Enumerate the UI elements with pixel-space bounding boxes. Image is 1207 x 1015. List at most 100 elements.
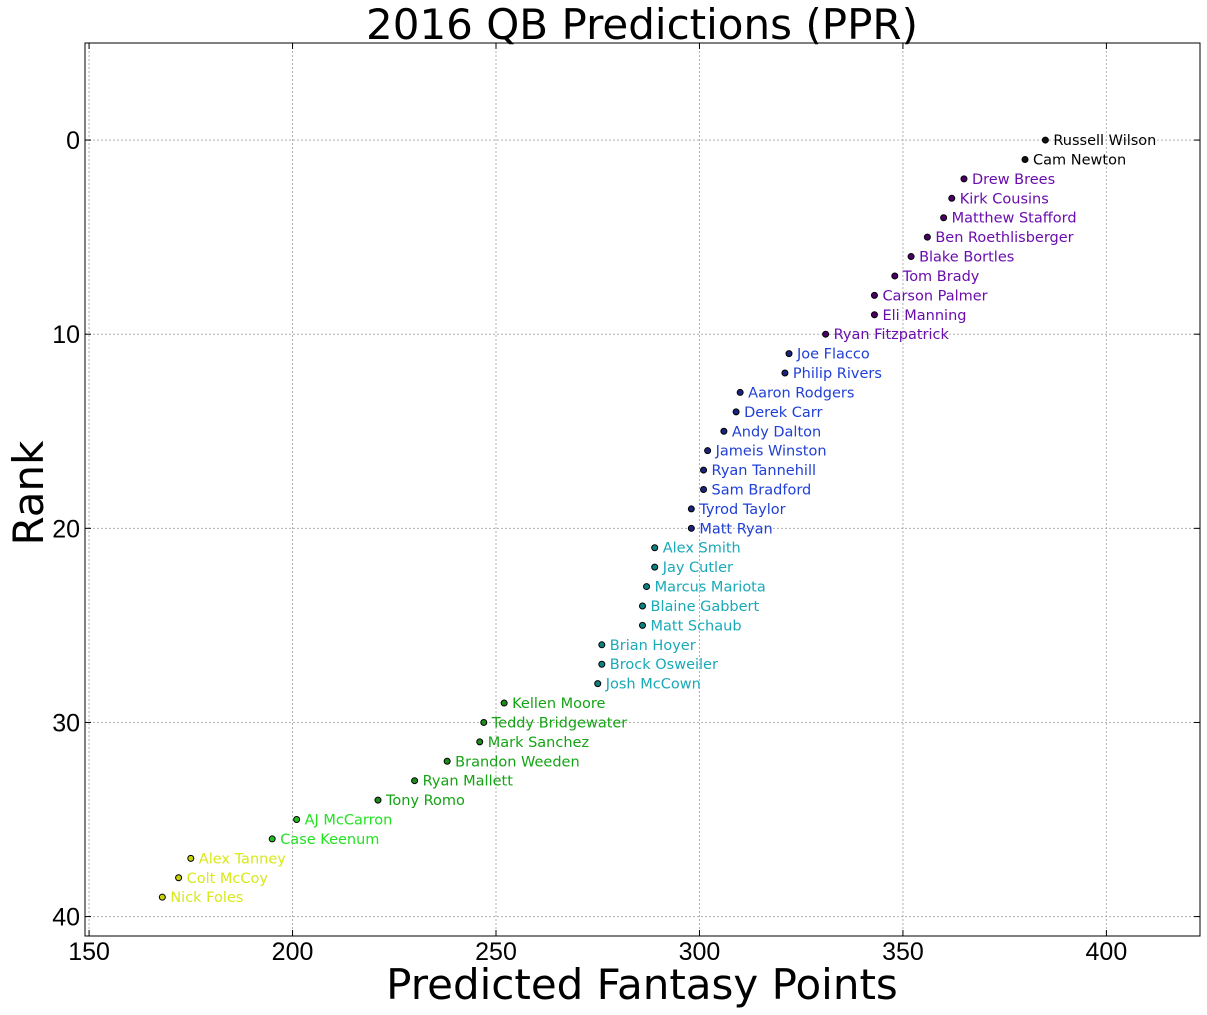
data-point — [687, 524, 695, 532]
point-label: Josh McCown — [605, 677, 701, 693]
data-point — [374, 796, 382, 804]
data-point — [1041, 136, 1049, 144]
data-point — [480, 718, 488, 726]
y-tick-label: 10 — [52, 321, 80, 349]
x-tick-label: 150 — [68, 938, 110, 966]
data-point — [594, 680, 602, 688]
data-point — [158, 893, 166, 901]
point-label: Alex Smith — [663, 541, 741, 557]
point-label: Mark Sanchez — [488, 735, 589, 751]
y-axis-label: Rank — [4, 440, 53, 546]
point-label: Jay Cutler — [662, 560, 733, 576]
point-label: Ryan Tannehill — [712, 463, 816, 479]
point-label: Joe Flacco — [796, 347, 870, 363]
data-point — [268, 835, 276, 843]
point-label: Blake Bortles — [919, 250, 1014, 266]
data-point — [187, 854, 195, 862]
data-point — [500, 699, 508, 707]
plot-frame — [84, 42, 1201, 937]
data-point — [639, 602, 646, 610]
data-point — [720, 427, 728, 435]
data-point — [443, 757, 451, 765]
data-point — [907, 253, 915, 261]
data-point — [175, 874, 183, 882]
data-point — [891, 272, 899, 280]
point-label: Cam Newton — [1033, 152, 1126, 168]
chart-title: 2016 QB Predictions (PPR) — [366, 0, 918, 49]
point-label: Tyrod Taylor — [698, 502, 785, 518]
data-point — [411, 777, 419, 785]
point-label: Philip Rivers — [793, 366, 882, 382]
x-tick-label: 400 — [1086, 938, 1128, 966]
y-tick-label: 30 — [52, 709, 80, 737]
data-point — [1021, 155, 1029, 163]
point-label: Jameis Winston — [715, 444, 827, 460]
point-label: Kellen Moore — [512, 696, 605, 712]
data-point — [736, 388, 744, 396]
point-label: Matthew Stafford — [952, 211, 1077, 227]
grid-layer — [85, 43, 1200, 936]
point-label: Drew Brees — [972, 172, 1055, 188]
point-label: Kirk Cousins — [960, 191, 1049, 207]
point-label: Blaine Gabbert — [651, 599, 760, 615]
point-label: Russell Wilson — [1053, 133, 1156, 149]
point-label: Ryan Mallett — [423, 774, 514, 790]
point-label: Matt Ryan — [699, 521, 772, 537]
points-layer: Russell Wilson Cam Newton Drew Brees Kirk C… — [158, 133, 1156, 906]
data-point — [639, 621, 646, 629]
data-point — [870, 311, 878, 319]
point-label: AJ McCarron — [305, 813, 393, 829]
x-tick-label: 250 — [475, 938, 517, 966]
point-label: Brian Hoyer — [610, 638, 696, 654]
data-point — [598, 660, 606, 668]
point-label: Sam Bradford — [712, 483, 812, 499]
point-label: Matt Schaub — [651, 618, 742, 634]
data-point — [870, 291, 878, 299]
data-point — [700, 486, 708, 493]
point-label: Eli Manning — [882, 308, 966, 324]
data-point — [293, 816, 301, 824]
data-point — [687, 505, 695, 513]
x-axis-label: Predicted Fantasy Points — [386, 960, 898, 1009]
data-point — [960, 175, 968, 183]
point-label: Carson Palmer — [882, 288, 987, 304]
data-point — [700, 466, 708, 474]
data-point — [923, 233, 931, 241]
point-label: Ryan Fitzpatrick — [834, 327, 950, 343]
point-label: Colt McCoy — [187, 871, 269, 887]
data-point — [598, 641, 606, 649]
point-label: Aaron Rodgers — [748, 385, 854, 401]
point-label: Tony Romo — [385, 793, 465, 809]
point-label: Marcus Mariota — [655, 580, 766, 596]
point-label: Brandon Weeden — [455, 754, 580, 770]
point-label: Alex Tanney — [199, 851, 286, 867]
data-point — [651, 563, 659, 571]
data-point — [948, 194, 956, 202]
point-label: Teddy Bridgewater — [491, 715, 628, 731]
data-point — [781, 369, 789, 377]
point-label: Tom Brady — [902, 269, 980, 285]
point-label: Nick Foles — [170, 890, 243, 906]
data-point — [476, 738, 484, 746]
x-tick-label: 350 — [882, 938, 924, 966]
data-point — [651, 544, 659, 552]
y-tick-label: 20 — [52, 515, 80, 543]
x-tick-label: 300 — [679, 938, 721, 966]
point-label: Brock Osweiler — [610, 657, 718, 673]
data-point — [822, 330, 830, 338]
point-label: Case Keenum — [280, 832, 379, 848]
data-point — [643, 583, 651, 591]
data-point — [704, 447, 712, 455]
data-point — [785, 350, 793, 358]
y-tick-label: 40 — [52, 904, 80, 932]
data-point — [940, 214, 948, 222]
tick-layer: 150 200 250 300 350 400 0 10 20 30 40 — [52, 43, 1200, 966]
point-label: Derek Carr — [744, 405, 822, 421]
x-tick-label: 200 — [272, 938, 314, 966]
point-label: Ben Roethlisberger — [935, 230, 1073, 246]
data-point — [732, 408, 740, 416]
y-tick-label: 0 — [66, 127, 80, 155]
point-label: Andy Dalton — [732, 424, 821, 440]
